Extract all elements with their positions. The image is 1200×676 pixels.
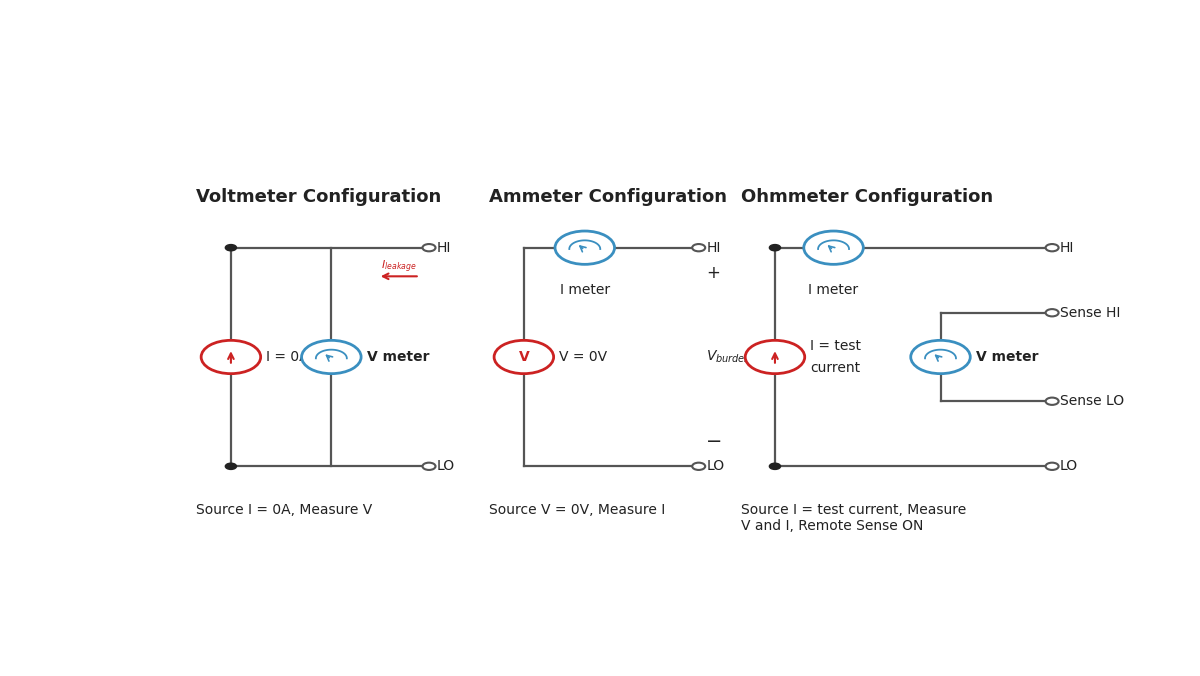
Circle shape [1045, 462, 1058, 470]
Text: $I_{leakage}$: $I_{leakage}$ [380, 258, 416, 274]
Text: Ammeter Configuration: Ammeter Configuration [490, 188, 727, 206]
Text: current: current [810, 362, 860, 375]
Circle shape [769, 463, 780, 469]
Circle shape [226, 245, 236, 251]
Circle shape [692, 462, 706, 470]
Text: Source I = 0A, Measure V: Source I = 0A, Measure V [197, 503, 373, 516]
Circle shape [692, 244, 706, 251]
Text: HI: HI [1060, 241, 1074, 255]
Text: V: V [518, 350, 529, 364]
Text: LO: LO [706, 459, 725, 473]
Text: Source I = test current, Measure
V and I, Remote Sense ON: Source I = test current, Measure V and I… [740, 503, 966, 533]
Text: I meter: I meter [809, 283, 859, 297]
Circle shape [804, 231, 863, 264]
Text: V = 0V: V = 0V [559, 350, 607, 364]
Text: Sense LO: Sense LO [1060, 394, 1123, 408]
Circle shape [494, 340, 553, 374]
Circle shape [769, 245, 780, 251]
Circle shape [202, 340, 260, 374]
Text: LO: LO [1060, 459, 1078, 473]
Circle shape [1045, 309, 1058, 316]
Circle shape [745, 340, 805, 374]
Text: I = 0A: I = 0A [266, 350, 308, 364]
Circle shape [422, 244, 436, 251]
Text: I meter: I meter [559, 283, 610, 297]
Text: $V_{burden}$: $V_{burden}$ [706, 349, 751, 365]
Circle shape [556, 231, 614, 264]
Circle shape [1045, 397, 1058, 405]
Text: −: − [706, 432, 722, 451]
Text: HI: HI [437, 241, 451, 255]
Circle shape [301, 340, 361, 374]
Text: I = test: I = test [810, 339, 862, 353]
Circle shape [1045, 244, 1058, 251]
Text: Ohmmeter Configuration: Ohmmeter Configuration [740, 188, 992, 206]
Circle shape [226, 463, 236, 469]
Text: Voltmeter Configuration: Voltmeter Configuration [197, 188, 442, 206]
Circle shape [422, 462, 436, 470]
Text: V meter: V meter [976, 350, 1038, 364]
Text: Sense HI: Sense HI [1060, 306, 1120, 320]
Text: HI: HI [706, 241, 720, 255]
Text: +: + [706, 264, 720, 282]
Text: LO: LO [437, 459, 455, 473]
Text: V meter: V meter [367, 350, 430, 364]
Circle shape [911, 340, 971, 374]
Text: Source V = 0V, Measure I: Source V = 0V, Measure I [490, 503, 666, 516]
